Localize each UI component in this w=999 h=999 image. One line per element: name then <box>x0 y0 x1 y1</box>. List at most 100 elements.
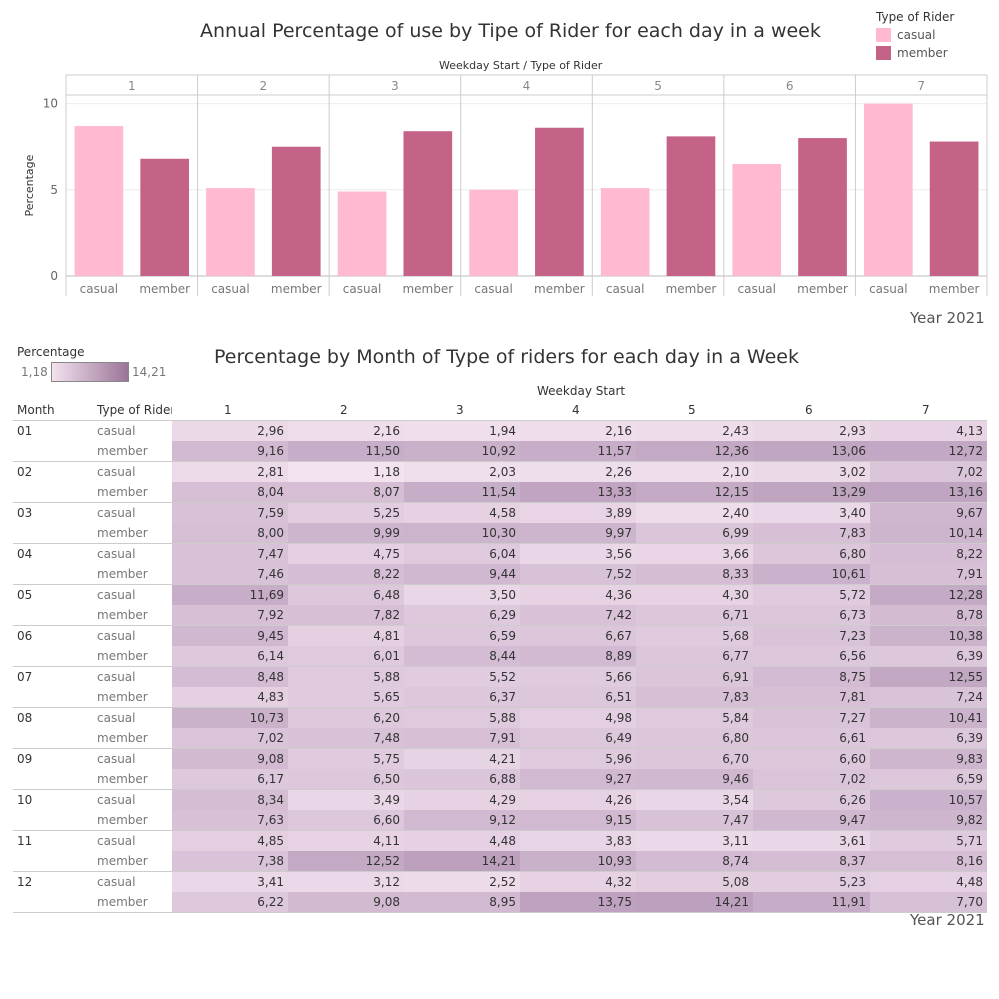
heatmap-cell[interactable]: 4,21 <box>404 748 520 769</box>
heatmap-cell[interactable]: 10,41 <box>870 707 987 728</box>
heatmap-cell[interactable]: 10,38 <box>870 625 987 646</box>
heatmap-cell[interactable]: 7,02 <box>870 461 987 482</box>
heatmap-cell[interactable]: 8,48 <box>172 666 288 687</box>
heatmap-cell[interactable]: 3,61 <box>753 830 870 851</box>
heatmap-cell[interactable]: 12,72 <box>870 441 987 462</box>
heatmap-cell[interactable]: 5,65 <box>288 687 404 708</box>
heatmap-cell[interactable]: 7,59 <box>172 502 288 523</box>
heatmap-cell[interactable]: 13,75 <box>520 892 636 913</box>
heatmap-cell[interactable]: 6,49 <box>520 728 636 749</box>
heatmap-cell[interactable]: 11,91 <box>753 892 870 913</box>
heatmap-cell[interactable]: 6,14 <box>172 646 288 667</box>
heatmap-cell[interactable]: 7,23 <box>753 625 870 646</box>
heatmap-cell[interactable]: 8,16 <box>870 851 987 872</box>
heatmap-cell[interactable]: 4,83 <box>172 687 288 708</box>
heatmap-cell[interactable]: 12,55 <box>870 666 987 687</box>
heatmap-cell[interactable]: 10,92 <box>404 441 520 462</box>
heatmap-cell[interactable]: 2,03 <box>404 461 520 482</box>
heatmap-cell[interactable]: 7,52 <box>520 564 636 585</box>
heatmap-cell[interactable]: 9,99 <box>288 523 404 544</box>
heatmap-cell[interactable]: 2,43 <box>636 420 753 441</box>
heatmap-cell[interactable]: 7,83 <box>636 687 753 708</box>
heatmap-cell[interactable]: 4,48 <box>870 871 987 892</box>
heatmap-cell[interactable]: 6,67 <box>520 625 636 646</box>
heatmap-cell[interactable]: 5,96 <box>520 748 636 769</box>
heatmap-cell[interactable]: 5,25 <box>288 502 404 523</box>
heatmap-cell[interactable]: 7,27 <box>753 707 870 728</box>
heatmap-cell[interactable]: 3,40 <box>753 502 870 523</box>
bar-member-day-7[interactable] <box>929 141 979 276</box>
heatmap-cell[interactable]: 12,15 <box>636 482 753 503</box>
heatmap-cell[interactable]: 6,37 <box>404 687 520 708</box>
heatmap-cell[interactable]: 8,33 <box>636 564 753 585</box>
heatmap-cell[interactable]: 8,95 <box>404 892 520 913</box>
heatmap-cell[interactable]: 4,13 <box>870 420 987 441</box>
heatmap-cell[interactable]: 9,16 <box>172 441 288 462</box>
heatmap-cell[interactable]: 2,96 <box>172 420 288 441</box>
heatmap-cell[interactable]: 6,20 <box>288 707 404 728</box>
heatmap-cell[interactable]: 6,59 <box>404 625 520 646</box>
heatmap-cell[interactable]: 9,08 <box>172 748 288 769</box>
heatmap-cell[interactable]: 7,48 <box>288 728 404 749</box>
heatmap-cell[interactable]: 9,08 <box>288 892 404 913</box>
heatmap-cell[interactable]: 9,82 <box>870 810 987 831</box>
heatmap-cell[interactable]: 5,75 <box>288 748 404 769</box>
heatmap-cell[interactable]: 8,37 <box>753 851 870 872</box>
heatmap-cell[interactable]: 7,24 <box>870 687 987 708</box>
heatmap-cell[interactable]: 3,89 <box>520 502 636 523</box>
heatmap-cell[interactable]: 7,81 <box>753 687 870 708</box>
heatmap-cell[interactable]: 8,74 <box>636 851 753 872</box>
heatmap-cell[interactable]: 4,98 <box>520 707 636 728</box>
heatmap-cell[interactable]: 6,01 <box>288 646 404 667</box>
heatmap-cell[interactable]: 4,75 <box>288 543 404 564</box>
heatmap-cell[interactable]: 8,22 <box>870 543 987 564</box>
heatmap-cell[interactable]: 8,89 <box>520 646 636 667</box>
heatmap-cell[interactable]: 4,32 <box>520 871 636 892</box>
heatmap-cell[interactable]: 5,23 <box>753 871 870 892</box>
heatmap-cell[interactable]: 4,81 <box>288 625 404 646</box>
heatmap-cell[interactable]: 8,44 <box>404 646 520 667</box>
heatmap-cell[interactable]: 13,06 <box>753 441 870 462</box>
heatmap-cell[interactable]: 7,02 <box>172 728 288 749</box>
heatmap-cell[interactable]: 7,83 <box>753 523 870 544</box>
heatmap-cell[interactable]: 2,10 <box>636 461 753 482</box>
heatmap-cell[interactable]: 6,29 <box>404 605 520 626</box>
heatmap-cell[interactable]: 4,48 <box>404 830 520 851</box>
heatmap-cell[interactable]: 11,57 <box>520 441 636 462</box>
heatmap-cell[interactable]: 6,04 <box>404 543 520 564</box>
heatmap-cell[interactable]: 10,73 <box>172 707 288 728</box>
heatmap-cell[interactable]: 12,28 <box>870 584 987 605</box>
bar-casual-day-1[interactable] <box>74 126 124 277</box>
heatmap-cell[interactable]: 2,52 <box>404 871 520 892</box>
heatmap-cell[interactable]: 6,91 <box>636 666 753 687</box>
heatmap-cell[interactable]: 10,57 <box>870 789 987 810</box>
bar-member-day-1[interactable] <box>140 158 190 276</box>
heatmap-cell[interactable]: 6,61 <box>753 728 870 749</box>
heatmap-cell[interactable]: 4,29 <box>404 789 520 810</box>
heatmap-cell[interactable]: 12,52 <box>288 851 404 872</box>
heatmap-cell[interactable]: 10,30 <box>404 523 520 544</box>
heatmap-cell[interactable]: 13,16 <box>870 482 987 503</box>
heatmap-cell[interactable]: 9,27 <box>520 769 636 790</box>
heatmap-cell[interactable]: 3,50 <box>404 584 520 605</box>
heatmap-cell[interactable]: 2,81 <box>172 461 288 482</box>
heatmap-cell[interactable]: 3,41 <box>172 871 288 892</box>
heatmap-cell[interactable]: 2,40 <box>636 502 753 523</box>
heatmap-cell[interactable]: 6,60 <box>288 810 404 831</box>
heatmap-cell[interactable]: 8,34 <box>172 789 288 810</box>
heatmap-cell[interactable]: 3,12 <box>288 871 404 892</box>
heatmap-cell[interactable]: 9,45 <box>172 625 288 646</box>
heatmap-cell[interactable]: 4,85 <box>172 830 288 851</box>
heatmap-cell[interactable]: 7,46 <box>172 564 288 585</box>
bar-casual-day-7[interactable] <box>863 103 913 276</box>
heatmap-cell[interactable]: 3,66 <box>636 543 753 564</box>
heatmap-cell[interactable]: 6,56 <box>753 646 870 667</box>
heatmap-cell[interactable]: 6,22 <box>172 892 288 913</box>
heatmap-cell[interactable]: 6,99 <box>636 523 753 544</box>
heatmap-cell[interactable]: 2,26 <box>520 461 636 482</box>
bar-member-day-6[interactable] <box>798 138 847 276</box>
heatmap-cell[interactable]: 5,71 <box>870 830 987 851</box>
heatmap-cell[interactable]: 3,02 <box>753 461 870 482</box>
heatmap-cell[interactable]: 6,39 <box>870 728 987 749</box>
heatmap-cell[interactable]: 2,93 <box>753 420 870 441</box>
